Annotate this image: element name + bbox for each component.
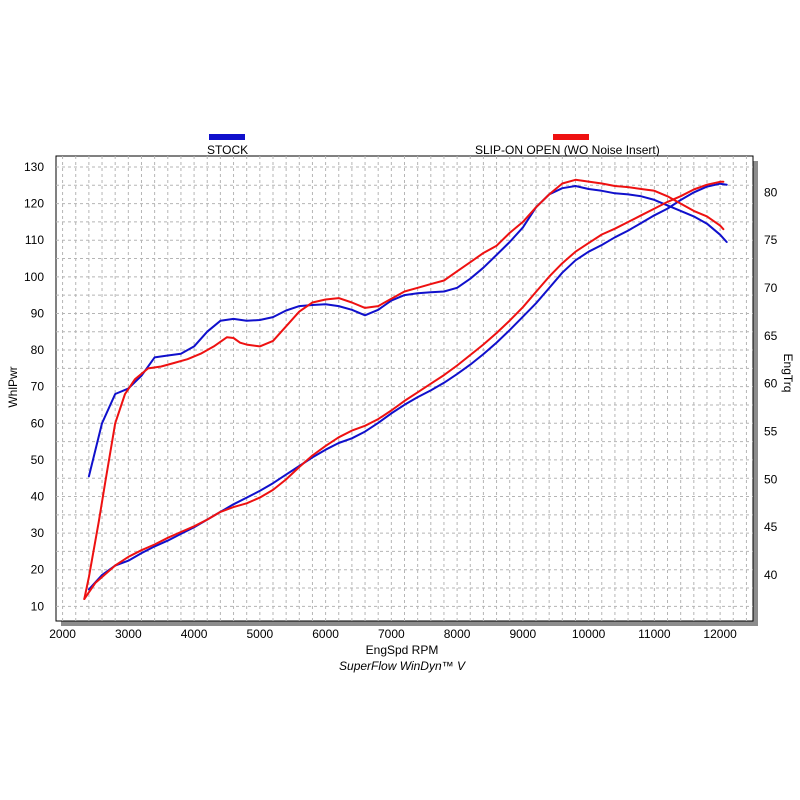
legend: STOCK SLIP-ON OPEN (WO Noise Insert)	[207, 134, 660, 157]
y-right-tick-label: 45	[764, 520, 778, 534]
x-tick-label: 7000	[378, 627, 405, 641]
legend-swatch-slip-on	[553, 134, 589, 140]
y-right-tick-label: 55	[764, 425, 778, 439]
series-line-slip-on-torque	[83, 180, 725, 600]
plot-area	[55, 155, 754, 622]
y-left-tick-label: 40	[31, 490, 45, 504]
x-tick-label: 2000	[49, 627, 76, 641]
y-right-tick-label: 75	[764, 233, 778, 247]
y-left-tick-label: 100	[24, 270, 44, 284]
y-right-tick-label: 80	[764, 185, 778, 199]
y-right-tick-labels: 40 45 50 55 60 65 70 75 80	[764, 185, 778, 582]
y-left-tick-label: 70	[31, 380, 45, 394]
y-left-tick-label: 30	[31, 526, 45, 540]
legend-swatch-stock	[209, 134, 245, 140]
legend-label-slip-on: SLIP-ON OPEN (WO Noise Insert)	[475, 143, 660, 157]
y-right-tick-label: 65	[764, 329, 778, 343]
y-left-axis-title: WhlPwr	[6, 366, 20, 407]
y-right-tick-label: 40	[764, 568, 778, 582]
y-left-tick-label: 60	[31, 416, 45, 430]
y-right-tick-label: 50	[764, 472, 778, 486]
y-right-tick-label: 70	[764, 281, 778, 295]
y-left-tick-label: 130	[24, 160, 44, 174]
x-axis-title: EngSpd RPM	[366, 643, 439, 657]
x-tick-label: 11000	[638, 627, 671, 641]
y-left-tick-label: 110	[25, 233, 44, 247]
legend-label-stock: STOCK	[207, 143, 248, 157]
x-tick-label: 6000	[312, 627, 339, 641]
x-tick-label: 10000	[572, 627, 606, 641]
y-right-tick-label: 60	[764, 377, 778, 391]
grid	[56, 156, 753, 621]
x-tick-label: 9000	[510, 627, 537, 641]
x-tick-labels: 2000 3000 4000 5000 6000 7000 8000 9000 10000 110…	[49, 627, 737, 641]
y-left-tick-label: 90	[31, 306, 45, 320]
x-tick-label: 5000	[246, 627, 273, 641]
y-left-tick-label: 50	[31, 453, 45, 467]
series-line-stock-power	[87, 185, 728, 478]
y-left-tick-label: 20	[31, 563, 45, 577]
software-credit: SuperFlow WinDyn™ V	[339, 659, 466, 673]
x-tick-label: 4000	[181, 627, 208, 641]
y-left-tick-label: 120	[24, 197, 44, 211]
y-right-axis-title: EngTrq	[781, 354, 795, 393]
y-left-tick-label: 10	[31, 599, 45, 613]
x-tick-label: 3000	[115, 627, 142, 641]
x-tick-label: 12000	[703, 627, 737, 641]
series-layer	[83, 178, 728, 600]
plot-frame	[55, 155, 758, 626]
series-line-slip-on-power	[83, 178, 725, 600]
y-left-tick-label: 80	[31, 343, 45, 357]
y-left-tick-labels: 10 20 30 40 50 60 70 80 90 100 110 120 130	[24, 160, 44, 613]
x-tick-label: 8000	[444, 627, 471, 641]
